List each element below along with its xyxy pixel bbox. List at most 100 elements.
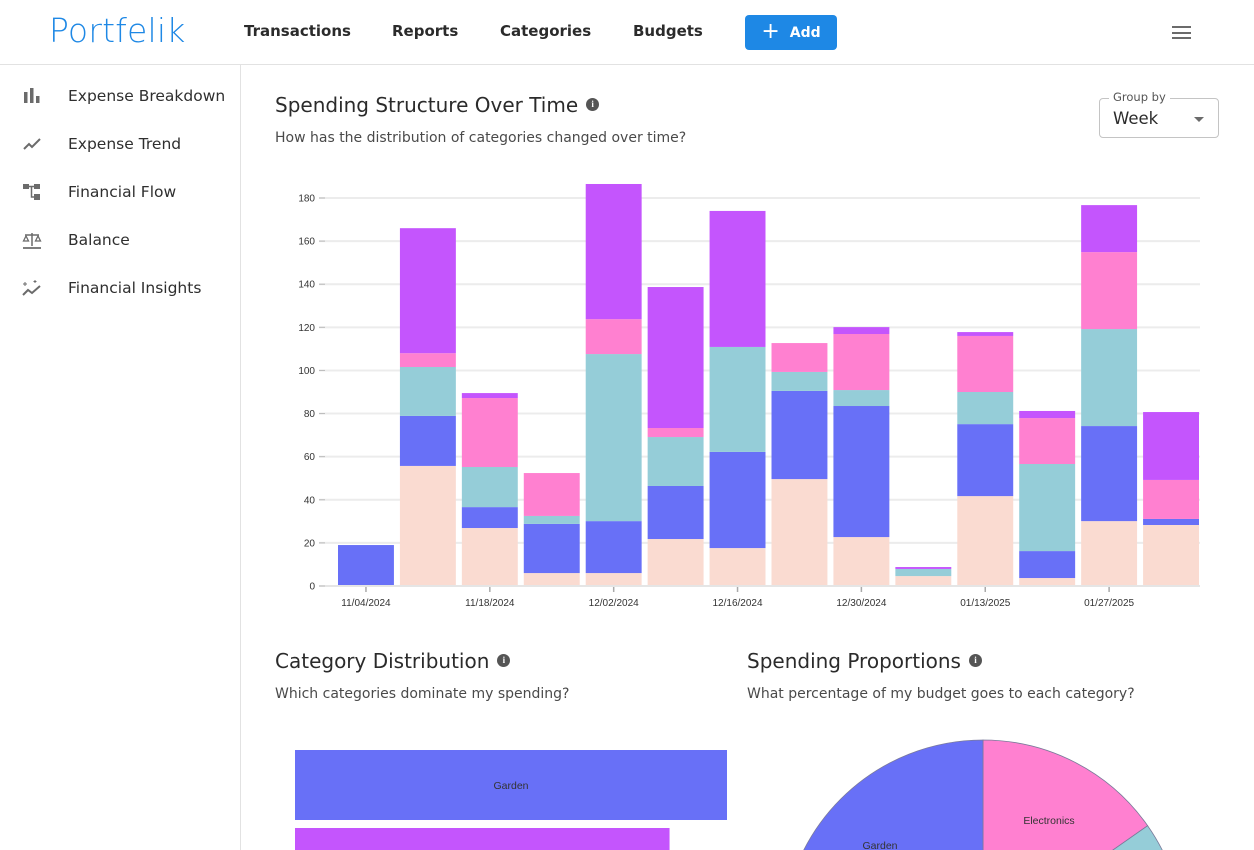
y-tick-label: 40	[304, 495, 316, 506]
bar-segment-garden[interactable]	[957, 424, 1014, 497]
bar-segment-peach[interactable]	[1143, 524, 1199, 586]
hamburger-menu-icon[interactable]	[1172, 26, 1191, 39]
bar-segment-teal[interactable]	[1019, 463, 1076, 552]
y-tick-label: 160	[298, 237, 315, 248]
y-tick-label: 140	[298, 280, 315, 291]
sidebar-item-label: Expense Trend	[68, 135, 182, 153]
bar-segment-teal[interactable]	[399, 366, 456, 416]
bar-segment-peach[interactable]	[709, 548, 766, 586]
x-tick-label: 12/30/2024	[836, 598, 886, 609]
bar-segment-teal[interactable]	[771, 371, 828, 391]
sidebar-item-expense-breakdown[interactable]: Expense Breakdown	[0, 74, 240, 118]
y-tick-label: 20	[304, 538, 316, 549]
bar-segment-garden[interactable]	[1081, 426, 1138, 522]
bar-segment-purple[interactable]	[461, 393, 518, 399]
bar-segment-peach[interactable]	[585, 573, 642, 586]
bar-segment-garden[interactable]	[1143, 518, 1199, 525]
bar-segment-electronics[interactable]	[833, 334, 890, 391]
nav-reports[interactable]: Reports	[392, 22, 459, 40]
x-tick-label: 11/18/2024	[465, 598, 515, 609]
sidebar-item-financial-insights[interactable]: Financial Insights	[0, 266, 240, 310]
bar-segment-peach[interactable]	[833, 537, 890, 586]
category-bar-chart: Garden	[295, 750, 727, 850]
pie-slice-label: Electronics	[1023, 815, 1074, 827]
bar-segment-garden[interactable]	[709, 451, 766, 549]
bar-segment-peach[interactable]	[1081, 521, 1138, 586]
bar-segment-electronics[interactable]	[585, 319, 642, 355]
bar-segment-electronics[interactable]	[957, 335, 1014, 392]
bar-segment-garden[interactable]	[461, 507, 518, 529]
sidebar-item-balance[interactable]: Balance	[0, 218, 240, 262]
bar-segment-electronics[interactable]	[399, 353, 456, 367]
bar-segment-teal[interactable]	[647, 437, 704, 486]
bar-segment-peach[interactable]	[771, 479, 828, 586]
bar-segment-purple[interactable]	[1081, 205, 1138, 253]
bar-segment-garden[interactable]	[585, 521, 642, 574]
bar-segment-teal[interactable]	[833, 390, 890, 407]
bar-segment-peach[interactable]	[957, 496, 1014, 586]
info-icon[interactable]: i	[586, 98, 600, 111]
bar-segment-garden[interactable]	[399, 415, 456, 466]
bar-segment-electronics[interactable]	[523, 473, 580, 516]
bar-segment-garden[interactable]	[1019, 551, 1076, 579]
bar-segment-peach[interactable]	[523, 573, 580, 586]
bar-segment-purple[interactable]	[399, 228, 456, 354]
bar-segment-purple[interactable]	[957, 332, 1014, 336]
bar-segment-purple[interactable]	[1143, 412, 1199, 480]
bar-segment-garden[interactable]	[771, 390, 828, 480]
info-icon[interactable]: i	[497, 654, 511, 667]
bar-segment-electronics[interactable]	[771, 343, 828, 372]
trend-line-icon	[23, 138, 41, 150]
bar-segment-peach[interactable]	[461, 528, 518, 586]
bar-segment-purple[interactable]	[833, 327, 890, 335]
flow-tree-icon	[23, 184, 40, 200]
sidebar-item-expense-trend[interactable]: Expense Trend	[0, 122, 240, 166]
nav-budgets[interactable]: Budgets	[633, 22, 703, 40]
bar-segment-garden[interactable]	[647, 485, 704, 540]
bar-segment-purple[interactable]	[895, 567, 952, 569]
app-logo[interactable]: Portfelik	[49, 11, 186, 50]
bar-segment-purple[interactable]	[647, 287, 704, 428]
add-button[interactable]: + Add	[745, 15, 837, 50]
bar-segment-peach[interactable]	[647, 539, 704, 586]
bar-segment-garden[interactable]	[833, 406, 890, 538]
structure-title-text: Spending Structure Over Time	[275, 93, 579, 117]
bar-segment-purple[interactable]	[585, 183, 642, 320]
bar-segment-garden[interactable]	[338, 545, 394, 586]
bar-segment-teal[interactable]	[461, 467, 518, 508]
category-bar[interactable]	[295, 750, 727, 820]
bar-segment-garden[interactable]	[523, 523, 580, 574]
bar-segment-electronics[interactable]	[461, 398, 518, 468]
bar-segment-electronics[interactable]	[1143, 479, 1199, 519]
insights-sparkle-icon	[22, 280, 41, 296]
bar-segment-peach[interactable]	[895, 576, 952, 586]
bar-segment-purple[interactable]	[1019, 410, 1076, 419]
structure-subtitle: How has the distribution of categories c…	[275, 130, 687, 146]
bar-segment-teal[interactable]	[957, 392, 1014, 425]
bar-segment-peach[interactable]	[1019, 578, 1076, 586]
x-tick-label: 01/13/2025	[960, 598, 1010, 609]
pie-slice[interactable]	[983, 825, 1184, 850]
bar-segment-electronics[interactable]	[647, 427, 704, 438]
y-tick-label: 0	[309, 582, 315, 593]
bar-segment-teal[interactable]	[709, 346, 766, 452]
bar-segment-electronics[interactable]	[1019, 418, 1076, 464]
bar-segment-teal[interactable]	[895, 568, 952, 577]
bar-segment-peach[interactable]	[399, 465, 456, 586]
bar-segment-teal[interactable]	[523, 515, 580, 524]
nav-categories[interactable]: Categories	[500, 22, 592, 40]
pie-slice[interactable]	[782, 739, 984, 850]
bar-segment-teal[interactable]	[585, 354, 642, 522]
category-bar[interactable]	[295, 828, 670, 850]
info-icon[interactable]: i	[968, 654, 982, 667]
y-tick-label: 80	[304, 409, 316, 420]
pie-slice[interactable]	[982, 739, 1149, 850]
structure-title: Spending Structure Over Time i	[275, 93, 600, 117]
group-by-select[interactable]: Group by Week	[1099, 90, 1219, 138]
bar-segment-electronics[interactable]	[1081, 252, 1138, 330]
sidebar-item-financial-flow[interactable]: Financial Flow	[0, 170, 240, 214]
distribution-subtitle: Which categories dominate my spending?	[275, 686, 570, 702]
bar-segment-purple[interactable]	[709, 210, 766, 347]
nav-transactions[interactable]: Transactions	[244, 22, 351, 40]
bar-segment-teal[interactable]	[1081, 329, 1138, 427]
